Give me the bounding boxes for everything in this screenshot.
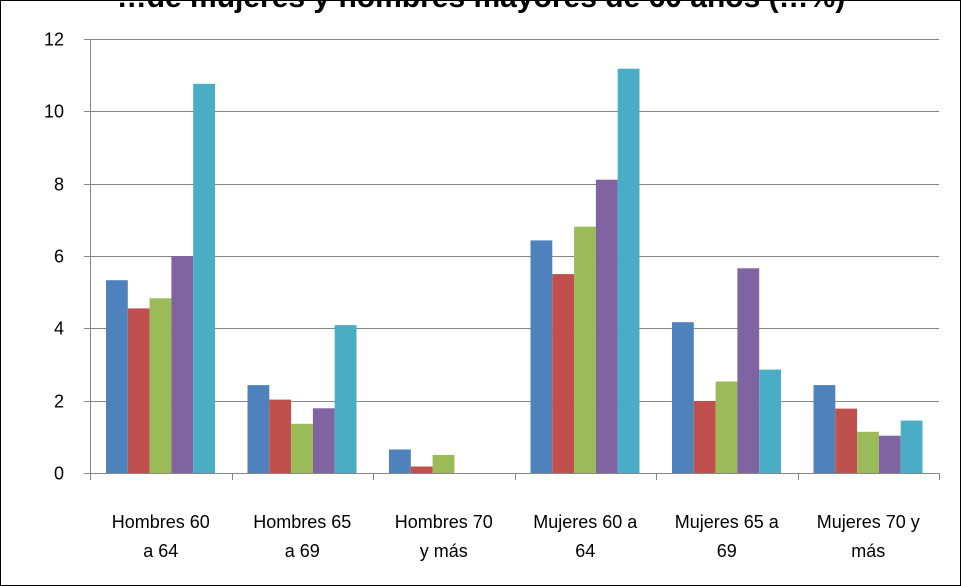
bar-series-5-cat-2: [334, 325, 357, 473]
bar-series-1-cat-5: [672, 322, 694, 473]
bar-series-2-cat-3: [410, 466, 433, 473]
x-tick-label-line: 64: [575, 541, 595, 561]
bar-series-1-cat-2: [247, 385, 270, 473]
x-tick-label-line: y más: [420, 541, 468, 561]
y-tick-label: 6: [54, 247, 64, 267]
bar-series-4-cat-2: [312, 408, 335, 473]
chart-title: …de mujeres y hombres mayores de 60 años…: [117, 1, 846, 14]
x-tick-label-line: Hombres 60: [112, 512, 210, 532]
x-tick-label: Hombres 70 y más: [395, 512, 493, 561]
bar-series-3-cat-1: [149, 298, 172, 473]
bar-series-3-cat-4: [574, 226, 596, 473]
bar-series-2-cat-5: [693, 401, 716, 473]
x-tick-label: Mujeres 70 y más: [817, 512, 920, 561]
y-tick-label: 12: [44, 30, 64, 50]
x-tick-label-line: Mujeres 70 y: [817, 512, 920, 532]
x-tick-label-line: Hombres 70: [395, 512, 493, 532]
bar-series-5-cat-6: [900, 420, 923, 473]
x-tick-label: Hombres 65 a 69: [253, 512, 351, 561]
bar-series-2-cat-4: [552, 274, 575, 473]
y-tick-label: 4: [54, 319, 64, 339]
x-tick-label-line: Hombres 65: [253, 512, 351, 532]
bar-series-4-cat-4: [595, 179, 618, 473]
x-tick-label-line: Mujeres 60 a: [533, 512, 638, 532]
bar-series-2-cat-1: [127, 308, 150, 473]
bar-series-3-cat-3: [432, 454, 455, 473]
bar-series-1-cat-4: [530, 240, 553, 473]
x-tick-label: Hombres 60 a 64: [112, 512, 210, 561]
bar-series-4-cat-6: [878, 435, 901, 473]
bar-series-5-cat-5: [759, 369, 781, 473]
y-tick-label: 0: [54, 464, 64, 484]
bar-series-5-cat-4: [617, 68, 640, 473]
bar-series-3-cat-5: [715, 381, 738, 473]
bar-series-2-cat-6: [835, 408, 858, 473]
x-tick-label-line: a 69: [285, 541, 320, 561]
bar-series-4-cat-5: [737, 268, 760, 473]
bar-series-1-cat-3: [389, 449, 411, 473]
bar-series-1-cat-1: [106, 280, 128, 473]
axes: [84, 39, 940, 480]
x-tick-label-line: 69: [717, 541, 737, 561]
x-tick-label-line: a 64: [143, 541, 178, 561]
bar-series-4-cat-1: [171, 256, 194, 473]
bar-series-3-cat-2: [291, 423, 313, 473]
gridlines: [90, 39, 939, 402]
bar-series-5-cat-1: [193, 83, 215, 474]
bar-series-2-cat-2: [269, 399, 292, 473]
y-tick-label: 10: [44, 102, 64, 122]
bar-series-3-cat-6: [857, 431, 879, 473]
bar-series-1-cat-6: [813, 385, 836, 473]
x-tick-label: Mujeres 60 a 64: [533, 512, 638, 561]
x-tick-label-line: más: [851, 541, 885, 561]
y-tick-label: 2: [54, 392, 64, 412]
x-tick-label-line: Mujeres 65 a: [675, 512, 780, 532]
x-tick-label: Mujeres 65 a 69: [675, 512, 780, 561]
bars: [106, 68, 923, 474]
y-tick-label: 8: [54, 175, 64, 195]
